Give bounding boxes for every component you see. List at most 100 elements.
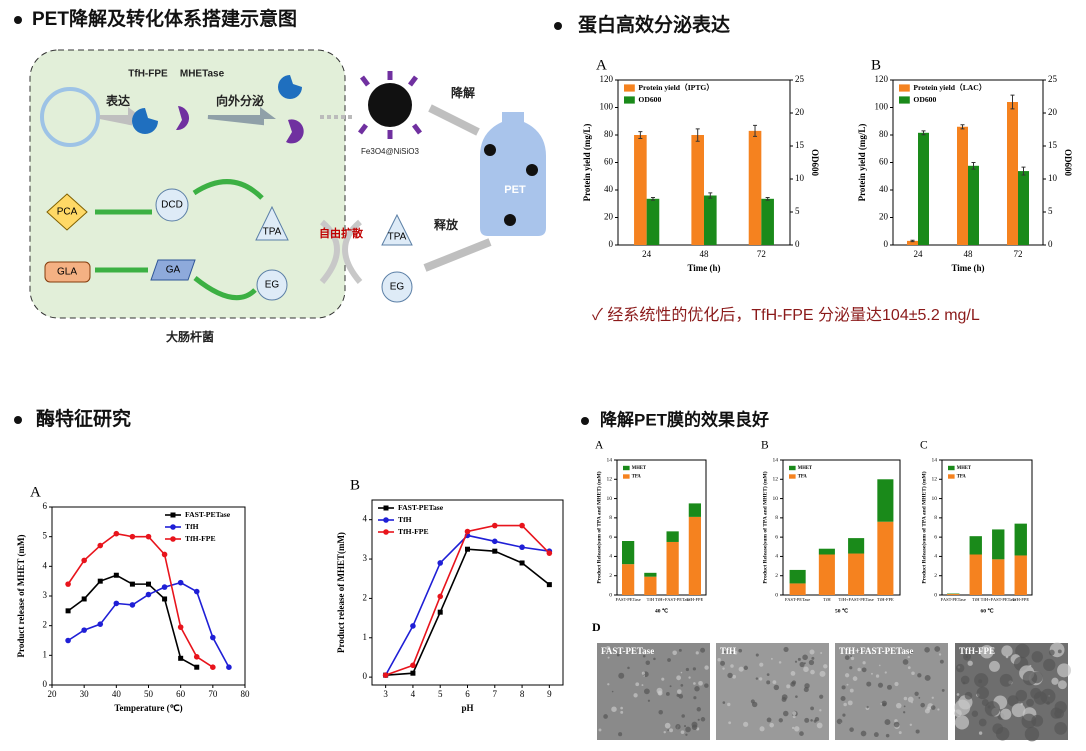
y-tick-label: 2 bbox=[43, 620, 48, 630]
diagram-label: PCA bbox=[57, 207, 78, 218]
sem-texture bbox=[813, 719, 817, 723]
sem-texture bbox=[820, 652, 823, 654]
sem-texture bbox=[1057, 663, 1072, 678]
marker bbox=[65, 637, 71, 644]
sem-texture bbox=[727, 672, 733, 679]
y-tick-label: 1 bbox=[43, 649, 48, 659]
legend-label: TfH-FPE bbox=[185, 534, 216, 543]
x-axis-label: 60 ℃ bbox=[980, 607, 994, 614]
y-tick-label: 0 bbox=[609, 592, 612, 598]
y-tick-label: 4 bbox=[775, 554, 778, 560]
y2-tick-label: 15 bbox=[795, 140, 805, 150]
y2-tick-label: 10 bbox=[795, 173, 805, 183]
ga-shape bbox=[150, 259, 196, 281]
y-tick-label: 60 bbox=[604, 157, 614, 167]
y-tick-label: 120 bbox=[875, 74, 889, 84]
bar-segment bbox=[622, 541, 635, 565]
sem-texture bbox=[980, 644, 994, 659]
legend-label: TfH bbox=[398, 515, 412, 524]
sem-texture bbox=[773, 684, 780, 691]
y-tick-label: 4 bbox=[43, 560, 48, 570]
sem-texture bbox=[728, 721, 732, 725]
diagram-label: GLA bbox=[57, 267, 77, 278]
legend-label: TfH-FPE bbox=[398, 527, 429, 536]
sem-texture bbox=[924, 674, 931, 681]
sem-texture bbox=[685, 667, 690, 672]
sem-texture bbox=[907, 666, 911, 670]
sem-texture bbox=[934, 646, 941, 652]
marker bbox=[170, 524, 176, 530]
error-bar bbox=[910, 239, 915, 243]
marker bbox=[410, 623, 416, 629]
diagram-label: EG bbox=[390, 282, 405, 293]
sem-texture bbox=[1048, 649, 1055, 656]
sem-texture bbox=[956, 693, 960, 696]
diagram-label: GA bbox=[166, 265, 181, 276]
sem-texture bbox=[914, 691, 919, 696]
y-axis-label: Product Release(sum of TPA and MHET) (mM… bbox=[761, 471, 768, 583]
sem-texture bbox=[976, 686, 989, 700]
sem-texture bbox=[1050, 707, 1062, 719]
sem-texture bbox=[902, 659, 909, 665]
marker bbox=[129, 533, 136, 540]
marker bbox=[129, 602, 136, 608]
sem-texture bbox=[665, 692, 670, 696]
x-tick-label: TfH bbox=[972, 597, 980, 602]
sem-texture bbox=[810, 706, 814, 711]
x-tick-label: TfH+FAST-PETase bbox=[655, 597, 690, 602]
sem-texture bbox=[664, 722, 671, 729]
y-tick-label: 0 bbox=[609, 239, 614, 249]
bullet bbox=[14, 16, 22, 24]
sem-texture bbox=[908, 649, 914, 655]
sem-texture bbox=[791, 680, 797, 685]
sem-texture bbox=[978, 731, 983, 735]
x-tick-label: TfH bbox=[823, 597, 831, 602]
marker bbox=[146, 581, 151, 587]
sem-texture bbox=[1040, 688, 1056, 705]
sem-label: TfH-FPE bbox=[959, 646, 995, 656]
sem-texture bbox=[781, 696, 787, 702]
sem-texture bbox=[693, 696, 697, 700]
bar-segment bbox=[992, 559, 1005, 595]
sem-texture bbox=[727, 702, 731, 707]
y-tick-label: 4 bbox=[363, 514, 368, 524]
marker bbox=[97, 578, 103, 584]
sem-texture bbox=[732, 674, 737, 679]
sem-texture bbox=[847, 700, 853, 706]
legend-label: FAST-PETase bbox=[185, 510, 231, 519]
marker bbox=[193, 654, 200, 660]
error-bar bbox=[708, 192, 713, 199]
series-line bbox=[67, 532, 214, 668]
y-tick-label: 4 bbox=[609, 554, 612, 560]
bar-segment bbox=[789, 569, 806, 584]
legend-swatch bbox=[948, 474, 955, 479]
y-tick-label: 12 bbox=[773, 477, 779, 483]
sem-texture bbox=[643, 688, 650, 695]
sem-texture bbox=[873, 732, 879, 738]
bar-segment bbox=[644, 572, 657, 577]
bar bbox=[918, 132, 929, 245]
sem-texture bbox=[920, 702, 925, 708]
sem-texture bbox=[641, 671, 646, 675]
y2-tick-label: 20 bbox=[1048, 107, 1058, 117]
panel-label: B bbox=[761, 440, 769, 452]
sem-texture bbox=[642, 654, 646, 658]
bar-segment bbox=[818, 554, 835, 595]
sem-texture bbox=[878, 664, 881, 667]
sem-texture bbox=[758, 677, 763, 681]
y2-tick-label: 0 bbox=[795, 239, 800, 249]
bullet bbox=[581, 417, 589, 425]
legend-label: Protein yield（LAC） bbox=[913, 82, 986, 92]
arrow bbox=[192, 179, 264, 301]
bar bbox=[1007, 102, 1018, 245]
bar bbox=[704, 195, 717, 245]
x-tick-label: 72 bbox=[757, 249, 766, 259]
sem-texture bbox=[1024, 726, 1040, 742]
y2-tick-label: 5 bbox=[1048, 206, 1053, 216]
sem-texture bbox=[791, 726, 795, 730]
note: ✓ 经系统性的优化后，TfH-FPE 分泌量达104±5.2 mg/L bbox=[592, 306, 980, 324]
sem-texture bbox=[611, 690, 614, 693]
sem-texture bbox=[695, 651, 699, 655]
sem-texture bbox=[1022, 670, 1038, 686]
sem-texture bbox=[607, 656, 610, 659]
